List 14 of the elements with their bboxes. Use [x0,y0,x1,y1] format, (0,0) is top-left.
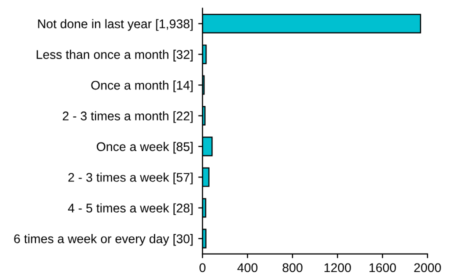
y-tick-label: Not done in last year [1,938] [38,19,193,31]
y-tick-label: Less than once a month [32] [36,50,193,62]
x-tick-label: 400 [237,263,258,272]
y-tick-label: 2 - 3 times a week [57] [68,172,193,184]
x-tick-label: 2000 [414,263,441,272]
x-tick-label: 0 [200,263,206,272]
y-tick-label: 6 times a week or every day [30] [14,234,193,246]
y-tick-label: 4 - 5 times a week [28] [68,203,193,215]
x-tick-label: 800 [282,263,302,272]
x-tick-label: 1200 [324,263,351,272]
y-tick-label: Once a week [85] [96,142,193,154]
y-tick-label: 2 - 3 times a month [22] [62,111,193,123]
x-tick-label: 1600 [370,263,396,272]
y-tick-label: Once a month [14] [91,80,193,92]
